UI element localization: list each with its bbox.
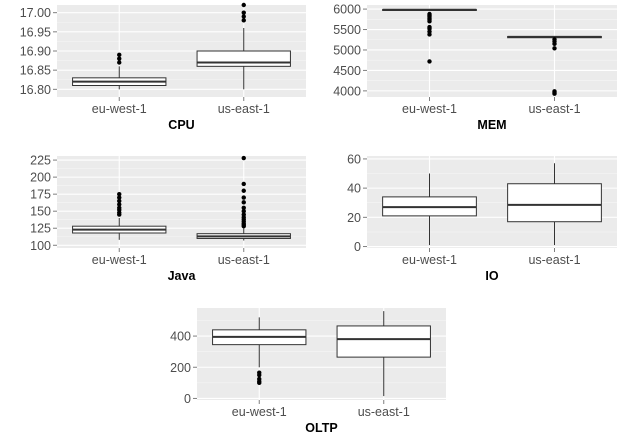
box-eu-west-1 [382, 8, 477, 64]
x-tick-label: eu-west-1 [402, 253, 457, 267]
x-tick-label: eu-west-1 [402, 102, 457, 116]
y-tick-label: 5000 [333, 43, 361, 57]
outlier-point [257, 376, 262, 382]
panel-title: CPU [168, 118, 194, 132]
outlier-point [241, 155, 246, 161]
box-eu-west-1 [72, 191, 167, 240]
outlier-point [241, 18, 246, 23]
outlier-point [117, 56, 122, 61]
y-tick-label: 4500 [333, 64, 361, 78]
outlier-point [241, 212, 246, 217]
x-tick-label: us-east-1 [218, 102, 270, 116]
outlier-point [241, 14, 246, 19]
box-eu-west-1 [212, 317, 307, 386]
y-tick-label: 0 [184, 392, 191, 406]
outlier-point [117, 195, 122, 200]
panels: 16.80 16.85 16.90 16.95 17.00 eu-west-1 us-eas… [20, 3, 617, 432]
y-tick-label: 16.85 [20, 64, 51, 78]
outlier-point [241, 205, 246, 210]
outlier-point [117, 198, 122, 204]
panel-background [367, 5, 617, 97]
interquartile-box [196, 50, 291, 67]
x-tick-label: us-east-1 [358, 405, 410, 419]
outlier-point [552, 37, 557, 42]
outlier-point [241, 200, 246, 205]
y-tick-label: 400 [170, 330, 191, 344]
x-tick-label: us-east-1 [218, 253, 270, 267]
y-tick-label: 40 [347, 182, 361, 196]
panel-title: Java [168, 269, 197, 283]
y-tick-label: 16.95 [20, 25, 51, 39]
x-tick-label: us-east-1 [528, 102, 580, 116]
x-tick-label: us-east-1 [528, 253, 580, 267]
outlier-point [552, 46, 557, 51]
chart-panel-cpu: 16.80 16.85 16.90 16.95 17.00 eu-west-1 us-eas… [20, 2, 306, 132]
box-eu-west-1 [382, 173, 477, 246]
chart-panel-oltp: 0 200 400 eu-west-1 us-east-1 OLTP [170, 308, 446, 432]
box-us-east-1 [507, 163, 602, 246]
outlier-point [241, 181, 246, 187]
y-tick-label: 125 [30, 222, 51, 236]
outlier-point [117, 52, 122, 58]
y-tick-label: 6000 [333, 3, 361, 17]
interquartile-box [507, 183, 602, 223]
chart-panel-io: 0 20 40 60 eu-west-1 us-east-1 IO [347, 152, 617, 283]
outlier-point [117, 202, 122, 207]
y-tick-label: 17.00 [20, 6, 51, 20]
outlier-point [117, 60, 122, 65]
outlier-point [241, 209, 246, 214]
y-tick-label: 200 [170, 361, 191, 375]
outlier-point [117, 191, 122, 197]
box-us-east-1 [196, 2, 291, 90]
panel-title: IO [485, 269, 498, 283]
y-tick-label: 175 [30, 188, 51, 202]
box-us-east-1 [507, 35, 602, 96]
y-tick-label: 16.80 [20, 83, 51, 97]
y-tick-label: 60 [347, 152, 361, 166]
outlier-point [427, 11, 432, 17]
outlier-point [552, 89, 557, 94]
x-tick-label: eu-west-1 [232, 405, 287, 419]
y-tick-label: 5500 [333, 23, 361, 37]
outlier-point [427, 59, 432, 64]
y-tick-label: 4000 [333, 84, 361, 98]
box-us-east-1 [336, 311, 431, 397]
outlier-point [241, 195, 246, 200]
outlier-point [241, 10, 246, 15]
y-tick-label: 225 [30, 154, 51, 168]
panel-title: OLTP [305, 421, 337, 432]
box-eu-west-1 [72, 52, 167, 90]
outlier-point [427, 24, 432, 30]
y-tick-label: 16.90 [20, 45, 51, 59]
panel-title: MEM [477, 118, 506, 132]
x-tick-label: eu-west-1 [92, 253, 147, 267]
y-tick-label: 200 [30, 171, 51, 185]
outlier-point [241, 2, 246, 8]
chart-panel-java: 100 125 150 175 200 225 eu-west-1 us-east-1 Java [30, 154, 306, 283]
outlier-point [117, 205, 122, 210]
y-tick-label: 150 [30, 205, 51, 219]
outlier-point [257, 370, 262, 375]
y-tick-label: 0 [354, 240, 361, 254]
interquartile-box [336, 325, 431, 358]
x-tick-label: eu-west-1 [92, 102, 147, 116]
chart-panel-mem: 4000 4500 5000 5500 6000 eu-west-1 us-east-1 ME… [333, 3, 617, 132]
box-us-east-1 [196, 155, 291, 241]
outlier-point [241, 188, 246, 193]
y-tick-label: 100 [30, 239, 51, 253]
y-tick-label: 20 [347, 211, 361, 225]
